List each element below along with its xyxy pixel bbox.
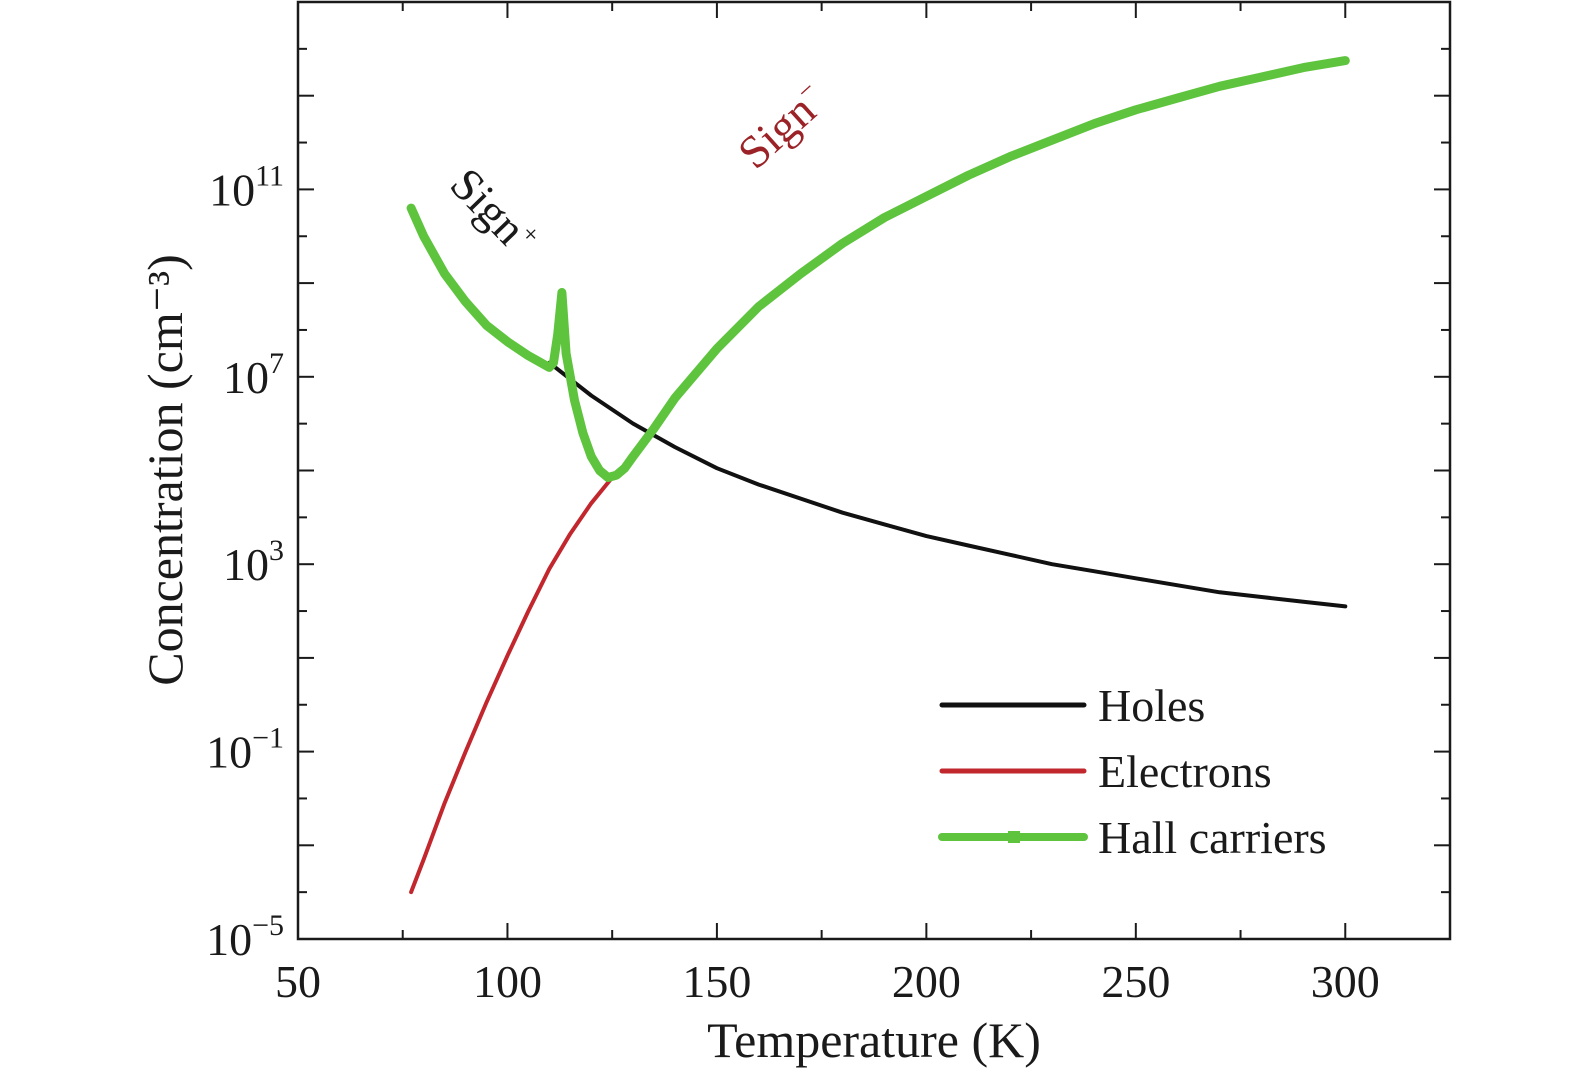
legend-label: Holes [1098, 680, 1205, 731]
y-tick-label: 107 [223, 347, 284, 403]
annotations: Sign+ Sign− [441, 74, 836, 265]
x-tick-label: 300 [1311, 956, 1380, 1007]
legend-label: Hall carriers [1098, 812, 1327, 863]
annotation-label: Sign+ [441, 158, 546, 265]
x-tick-label: 250 [1101, 956, 1170, 1007]
series-electrons [409, 454, 636, 895]
legend-label: Electrons [1098, 746, 1272, 797]
series-hall-carriers [406, 56, 1350, 482]
y-tick-label: 10−5 [206, 909, 284, 965]
series-holes [547, 360, 1348, 609]
plot-frame [296, 0, 1452, 941]
x-axis-title: Temperature (K) [707, 1012, 1041, 1068]
tick-labels: 50 100 150 200 250 300 10−5 10−1 103 107 1011 [206, 159, 1380, 1007]
annotation-label: Sign− [728, 74, 836, 178]
x-tick-label: 100 [473, 956, 542, 1007]
legend: Holes Electrons Hall carriers [938, 680, 1327, 863]
x-tick-label: 150 [682, 956, 751, 1007]
y-tick-label: 103 [223, 534, 284, 590]
axis-ticks [297, 1, 1451, 940]
x-tick-label: 50 [275, 956, 321, 1007]
x-tick-label: 200 [892, 956, 961, 1007]
y-tick-label: 1011 [209, 159, 284, 215]
y-tick-label: 10−1 [206, 722, 284, 778]
series-lines [406, 56, 1350, 895]
legend-marker [1008, 831, 1020, 843]
y-axis-title: Concentration (cm⁻³) [137, 254, 193, 686]
